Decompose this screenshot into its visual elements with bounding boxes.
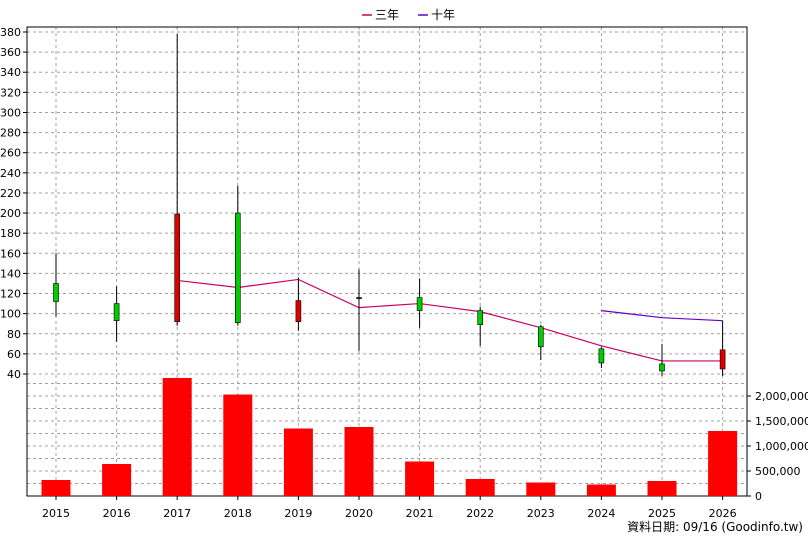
year-tick-2019: 2019 [284, 507, 312, 520]
volume-bars [41, 378, 738, 496]
price-tick-280: 280 [0, 127, 21, 140]
volume-bar-2021 [405, 461, 435, 496]
price-tick-120: 120 [0, 288, 21, 301]
volume-bar-2020 [344, 427, 374, 496]
year-tick-2016: 2016 [103, 507, 131, 520]
plot-border [26, 26, 748, 497]
year-tick-2023: 2023 [527, 507, 555, 520]
volume-axis: 0 500,000 1,000,000 1,500,000 2,000,000 [747, 390, 808, 503]
volume-tick-2: 500,000 [755, 465, 801, 478]
volume-bar-2025 [647, 481, 677, 496]
price-tick-240: 240 [0, 167, 21, 180]
volume-bar-2017 [162, 378, 192, 496]
series-line-1 [177, 278, 723, 362]
volume-bar-2022 [465, 479, 495, 496]
candle-2018 [235, 185, 241, 326]
price-tick-220: 220 [0, 187, 21, 200]
volume-bar-2023 [526, 482, 556, 496]
candle-body-2018 [235, 212, 241, 323]
legend: 三年 十年 [362, 8, 455, 22]
candle-body-2020 [356, 297, 362, 299]
price-tick-80: 80 [7, 328, 21, 341]
price-tick-200: 200 [0, 207, 21, 220]
candle-body-2025 [659, 363, 665, 372]
volume-bar-2026 [708, 431, 738, 496]
candle-2023 [537, 324, 544, 360]
volume-tick-3: 1,000,000 [755, 440, 808, 453]
legend-label-1: 三年 [375, 8, 399, 22]
candle-body-2026 [719, 349, 726, 370]
year-tick-2026: 2026 [709, 507, 737, 520]
price-tick-40: 40 [7, 368, 21, 381]
volume-bar-2018 [223, 394, 253, 496]
candle-body-2022 [477, 310, 484, 326]
volume-bar-2019 [283, 428, 313, 496]
candle-body-2015 [53, 283, 59, 302]
price-tick-100: 100 [0, 308, 21, 321]
candle-2022 [477, 306, 484, 346]
year-axis: 2015 2016 2017 2018 2019 2020 2021 2022 2023 2024… [42, 496, 737, 520]
candle-2021 [416, 278, 423, 328]
year-tick-2018: 2018 [224, 507, 252, 520]
volume-bar-2015 [41, 480, 71, 496]
series-line-2 [601, 310, 723, 322]
data-date-label: 資料日期: 09/16 (Goodinfo.tw) [627, 520, 803, 534]
candle-2017 [174, 34, 180, 326]
year-tick-2022: 2022 [466, 507, 494, 520]
price-tick-360: 360 [0, 46, 21, 59]
year-tick-2015: 2015 [42, 507, 70, 520]
candle-2019 [295, 277, 302, 331]
volume-tick-1: 0 [755, 490, 762, 503]
candle-2026 [719, 320, 726, 377]
grid-lines [27, 27, 747, 496]
price-tick-340: 340 [0, 66, 21, 79]
candle-2016 [113, 286, 120, 342]
legend-label-2: 十年 [431, 8, 455, 22]
plot-frame [26, 26, 748, 497]
candle-body-2021 [416, 297, 423, 311]
price-tick-140: 140 [0, 267, 21, 280]
candle-body-2023 [537, 326, 544, 348]
candle-2015 [53, 253, 59, 317]
price-axis: 40 60 80 100 120 140 160 180 200 220 240 260 280 300 3… [0, 26, 27, 381]
price-tick-60: 60 [7, 348, 21, 361]
price-tick-320: 320 [0, 86, 21, 99]
price-candles [53, 34, 726, 377]
price-tick-180: 180 [0, 227, 21, 240]
year-tick-2021: 2021 [406, 507, 434, 520]
price-tick-160: 160 [0, 247, 21, 260]
price-tick-380: 380 [0, 26, 21, 39]
candle-2020 [356, 269, 362, 351]
candle-body-2017 [174, 213, 180, 322]
year-tick-2025: 2025 [648, 507, 676, 520]
price-tick-300: 300 [0, 106, 21, 119]
year-tick-2024: 2024 [587, 507, 615, 520]
volume-tick-4: 1,500,000 [755, 415, 808, 428]
candle-2025 [659, 343, 665, 377]
candle-body-2016 [113, 303, 120, 321]
year-tick-2020: 2020 [345, 507, 373, 520]
price-tick-260: 260 [0, 147, 21, 160]
volume-bar-2024 [586, 484, 616, 496]
volume-bar-2016 [102, 464, 132, 496]
candle-body-2019 [295, 300, 302, 322]
volume-tick-5: 2,000,000 [755, 390, 808, 403]
candle-body-2024 [598, 348, 605, 364]
moving-average-lines [177, 278, 723, 362]
candle-2024 [598, 346, 605, 368]
year-tick-2017: 2017 [163, 507, 191, 520]
